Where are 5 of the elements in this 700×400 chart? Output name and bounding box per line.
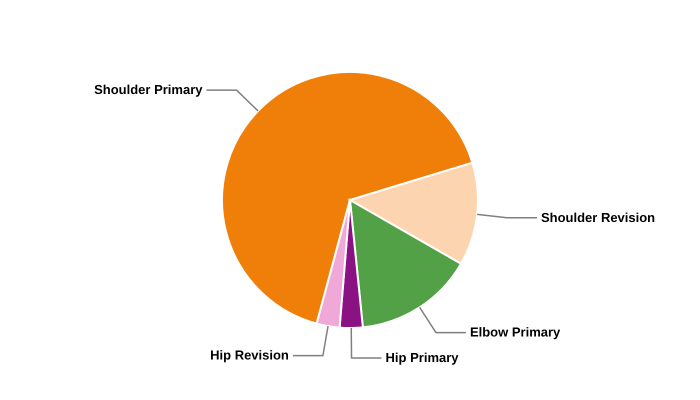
slice-label: Shoulder Revision <box>540 210 656 225</box>
slice-label: Elbow Primary <box>470 324 562 340</box>
slice-label: Hip Revision <box>210 348 289 363</box>
slice-label: Hip Primary <box>386 350 460 365</box>
slice-label: Shoulder Primary <box>94 82 204 98</box>
